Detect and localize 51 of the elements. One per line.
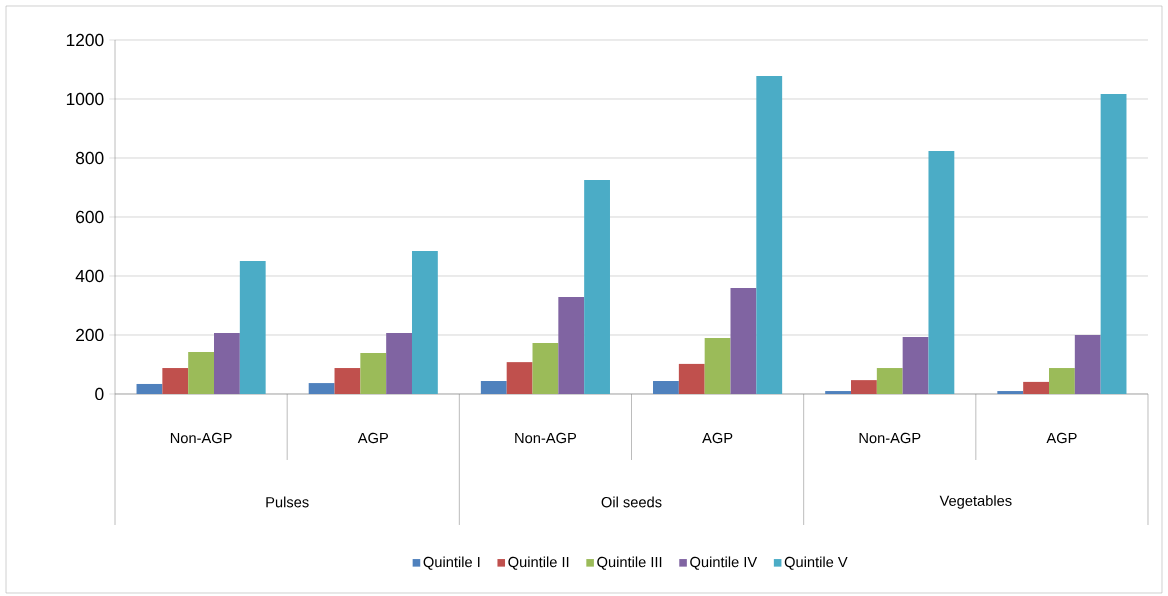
text: Oil seeds: [601, 496, 662, 508]
legend-label: Quintile II: [508, 556, 569, 570]
y-tick-label: 0: [95, 387, 104, 401]
bar: [308, 383, 335, 394]
x-tick-label: AGP: [357, 432, 388, 444]
bar: [334, 368, 361, 394]
bar: [825, 391, 852, 394]
bar: [678, 363, 705, 394]
bar: [1100, 93, 1127, 394]
bar: [997, 391, 1024, 394]
bar: [480, 381, 507, 394]
y-tick-label: 400: [75, 269, 104, 283]
bar: [902, 337, 929, 394]
bar: [1074, 334, 1101, 394]
bar: [584, 180, 610, 394]
x-tick-label: Non-AGP: [515, 432, 577, 444]
bar: [1023, 381, 1049, 394]
bar: [704, 337, 731, 394]
bar: [386, 332, 412, 394]
bar: [136, 383, 163, 394]
legend-label: Quintile I: [423, 556, 480, 570]
bar: [239, 260, 266, 394]
text: Pulses: [266, 496, 309, 508]
bar: [214, 332, 240, 394]
y-tick-label: 800: [76, 151, 104, 165]
bar: [162, 368, 189, 394]
bar: [851, 380, 877, 394]
bar: [1049, 368, 1075, 394]
legend-label: Quintile III: [597, 556, 662, 570]
text: Vegetables: [939, 495, 1012, 509]
y-tick-label: 200: [76, 328, 104, 342]
bar: [188, 352, 215, 394]
legend-label: Quintile V: [784, 556, 848, 570]
bar: [928, 150, 955, 394]
y-tick-label: 1200: [66, 33, 104, 47]
bar: [412, 250, 438, 394]
x-tick-label: AGP: [702, 432, 733, 444]
y-tick-label: 600: [76, 210, 104, 224]
bar: [876, 368, 903, 394]
bar: [360, 352, 387, 394]
bar: [506, 362, 533, 394]
legend-label: Quintile IV: [690, 556, 758, 570]
bar: [653, 381, 679, 394]
x-tick-label: AGP: [1046, 432, 1077, 444]
bar: [756, 75, 783, 394]
bar: [558, 296, 585, 394]
bar: [532, 342, 559, 394]
y-tick-label: 1000: [66, 92, 104, 106]
x-tick-label: Non-AGP: [170, 432, 232, 444]
x-tick-label: Non-AGP: [859, 432, 921, 444]
bar: [730, 288, 757, 394]
